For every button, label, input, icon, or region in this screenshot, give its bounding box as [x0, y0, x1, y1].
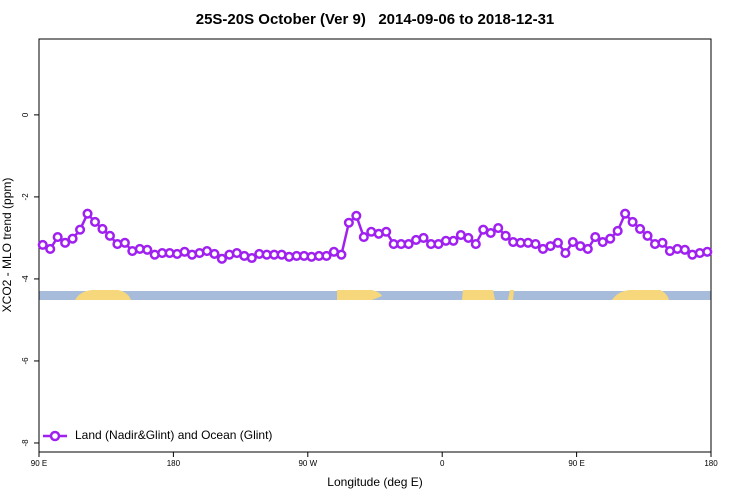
- point: [82, 208, 93, 219]
- point: [209, 248, 220, 259]
- point: [463, 232, 474, 243]
- point: [627, 216, 638, 227]
- point: [530, 239, 541, 250]
- y-tick-label: -8: [21, 439, 30, 447]
- land-patch: [337, 290, 382, 300]
- x-tick-label: 90 W: [298, 459, 317, 468]
- point: [246, 252, 257, 264]
- point: [336, 249, 347, 260]
- land-patch: [462, 290, 495, 300]
- x-tick-label: 180: [167, 459, 181, 468]
- point: [216, 253, 227, 264]
- y-tick-label: 0: [21, 112, 30, 117]
- point: [418, 232, 429, 243]
- point: [60, 237, 71, 248]
- point: [605, 233, 616, 244]
- point: [67, 233, 78, 244]
- point: [321, 250, 332, 262]
- point: [493, 223, 504, 234]
- point: [403, 239, 414, 250]
- surface-band: [39, 290, 711, 300]
- x-tick-label: 90 E: [31, 459, 47, 468]
- x-tick-label: 90 E: [568, 459, 584, 468]
- point: [351, 210, 362, 221]
- point: [381, 226, 392, 237]
- point: [52, 232, 63, 243]
- point: [620, 208, 631, 219]
- legend-label: Land (Nadir&Glint) and Ocean (Glint): [75, 428, 272, 442]
- x-axis-label: Longitude (deg E): [327, 475, 422, 489]
- point: [590, 232, 601, 243]
- point: [75, 224, 86, 235]
- point: [89, 216, 101, 227]
- point: [97, 223, 108, 234]
- point: [470, 239, 481, 250]
- point: [500, 230, 511, 241]
- point: [612, 225, 623, 236]
- point: [485, 227, 496, 239]
- point: [567, 236, 578, 248]
- point: [582, 243, 593, 255]
- land-patch: [75, 290, 131, 300]
- point: [560, 248, 571, 259]
- y-tick-label: -4: [21, 275, 30, 283]
- point: [642, 230, 653, 241]
- land-patch: [612, 290, 669, 300]
- point: [343, 217, 354, 228]
- y-tick-label: -2: [21, 193, 30, 201]
- x-tick-label: 0: [440, 459, 445, 468]
- point: [448, 235, 459, 246]
- legend-marker: [49, 430, 61, 442]
- y-axis-label: XCO2 - MLO trend (ppm): [0, 178, 14, 313]
- point: [552, 237, 563, 248]
- point: [358, 232, 369, 243]
- chart-title: 25S-20S October (Ver 9) 2014-09-06 to 20…: [196, 11, 555, 28]
- point: [119, 237, 130, 248]
- point: [45, 243, 56, 255]
- x-tick-label: 180: [704, 459, 718, 468]
- legend: Land (Nadir&Glint) and Ocean (Glint): [43, 428, 272, 442]
- point: [104, 230, 115, 241]
- point: [635, 223, 646, 234]
- point: [702, 246, 713, 257]
- point: [679, 244, 690, 255]
- y-tick-label: -6: [21, 357, 30, 365]
- point: [142, 244, 153, 255]
- point: [657, 237, 668, 248]
- land-patch: [508, 290, 514, 300]
- point: [37, 239, 48, 250]
